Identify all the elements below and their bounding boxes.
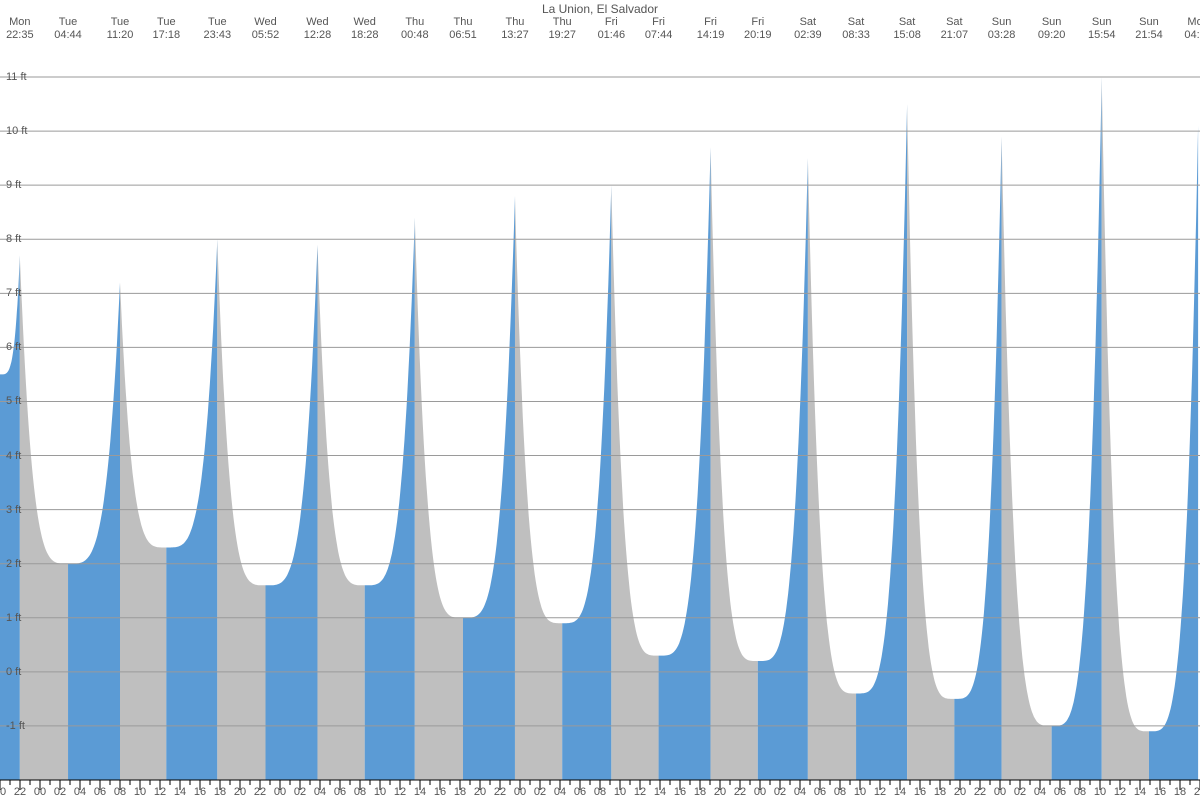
x-tick-label: 00: [994, 786, 1006, 798]
x-tick-label: 04: [74, 786, 86, 798]
x-tick-label: 08: [594, 786, 606, 798]
x-tick-label: 18: [454, 786, 466, 798]
x-tick-label: 10: [854, 786, 866, 798]
x-tick-label: 10: [374, 786, 386, 798]
y-tick-label: -1 ft: [6, 720, 25, 732]
x-tick-label: 18: [1174, 786, 1186, 798]
x-tick-label: 16: [674, 786, 686, 798]
x-tick-label: 14: [894, 786, 906, 798]
x-tick-label: 02: [54, 786, 66, 798]
x-tick-label: 12: [874, 786, 886, 798]
x-tick-label: 00: [274, 786, 286, 798]
y-tick-label: 6 ft: [6, 341, 21, 353]
x-tick-label: 02: [534, 786, 546, 798]
x-tick-label: 04: [314, 786, 326, 798]
x-tick-label: 10: [1094, 786, 1106, 798]
x-tick-label: 16: [194, 786, 206, 798]
x-tick-label: 08: [114, 786, 126, 798]
x-tick-label: 06: [334, 786, 346, 798]
x-tick-label: 02: [294, 786, 306, 798]
x-tick-label: 00: [34, 786, 46, 798]
chart-svg: [0, 0, 1200, 800]
x-tick-label: 14: [414, 786, 426, 798]
x-tick-label: 18: [934, 786, 946, 798]
y-tick-label: 8 ft: [6, 233, 21, 245]
x-tick-label: 10: [614, 786, 626, 798]
y-tick-label: 3 ft: [6, 504, 21, 516]
x-tick-label: 00: [754, 786, 766, 798]
x-tick-label: 20: [0, 786, 6, 798]
x-tick-label: 16: [434, 786, 446, 798]
x-tick-label: 14: [654, 786, 666, 798]
x-tick-label: 12: [154, 786, 166, 798]
x-tick-label: 02: [774, 786, 786, 798]
x-tick-label: 08: [354, 786, 366, 798]
x-tick-label: 16: [1154, 786, 1166, 798]
x-tick-label: 20: [1194, 786, 1200, 798]
y-tick-label: 1 ft: [6, 612, 21, 624]
x-tick-label: 14: [174, 786, 186, 798]
x-tick-label: 12: [1114, 786, 1126, 798]
y-tick-label: 9 ft: [6, 179, 21, 191]
x-tick-label: 22: [734, 786, 746, 798]
x-tick-label: 14: [1134, 786, 1146, 798]
tide-chart: La Union, El Salvador Mon22:35Tue04:44Tu…: [0, 0, 1200, 800]
x-tick-label: 08: [834, 786, 846, 798]
x-tick-label: 20: [954, 786, 966, 798]
x-tick-label: 02: [1014, 786, 1026, 798]
y-tick-label: 5 ft: [6, 395, 21, 407]
x-tick-label: 12: [634, 786, 646, 798]
x-tick-label: 10: [134, 786, 146, 798]
x-tick-label: 22: [14, 786, 26, 798]
x-tick-label: 18: [214, 786, 226, 798]
x-tick-label: 00: [514, 786, 526, 798]
x-tick-label: 06: [814, 786, 826, 798]
y-tick-label: 10 ft: [6, 125, 27, 137]
x-tick-label: 22: [254, 786, 266, 798]
tide-lobes: [0, 77, 1198, 780]
y-tick-label: 11 ft: [6, 71, 27, 83]
y-tick-label: 4 ft: [6, 450, 21, 462]
x-tick-label: 06: [94, 786, 106, 798]
x-tick-label: 04: [794, 786, 806, 798]
y-tick-label: 2 ft: [6, 558, 21, 570]
x-tick-label: 12: [394, 786, 406, 798]
x-tick-label: 20: [234, 786, 246, 798]
y-tick-label: 0 ft: [6, 666, 21, 678]
x-tick-label: 06: [574, 786, 586, 798]
x-tick-label: 20: [474, 786, 486, 798]
x-tick-label: 08: [1074, 786, 1086, 798]
x-tick-label: 04: [1034, 786, 1046, 798]
y-tick-label: 7 ft: [6, 287, 21, 299]
x-tick-label: 22: [494, 786, 506, 798]
x-tick-label: 06: [1054, 786, 1066, 798]
x-tick-label: 04: [554, 786, 566, 798]
x-tick-label: 18: [694, 786, 706, 798]
x-tick-label: 16: [914, 786, 926, 798]
x-tick-label: 20: [714, 786, 726, 798]
x-tick-label: 22: [974, 786, 986, 798]
